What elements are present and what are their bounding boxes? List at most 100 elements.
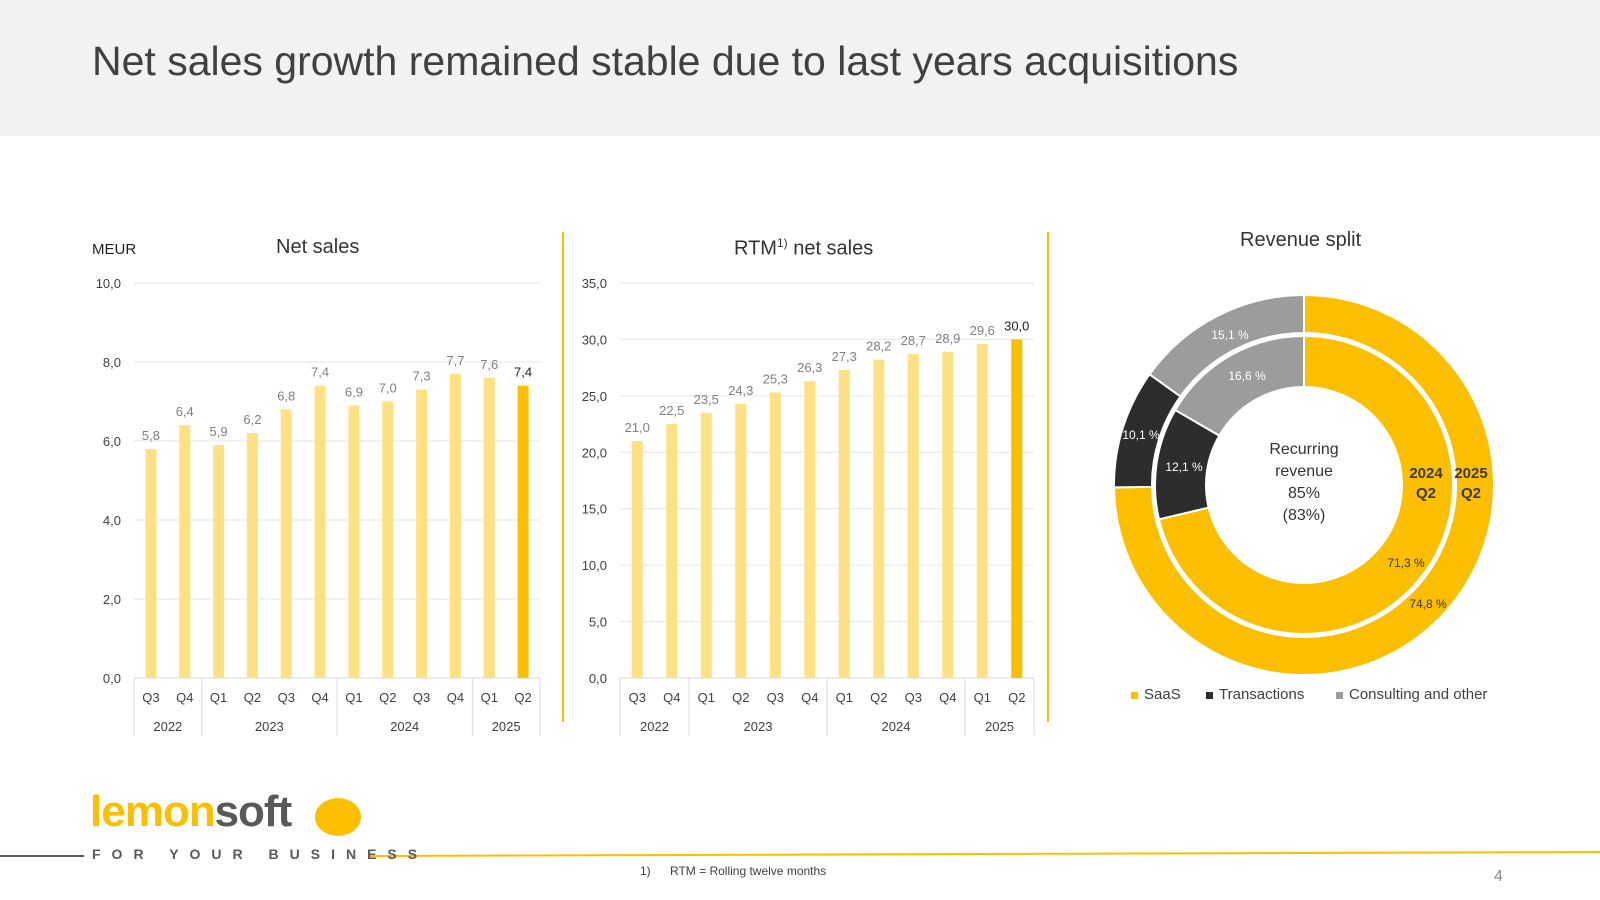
net-sales-bar (314, 385, 326, 678)
outer-ring-label: 10,1 % (1122, 428, 1160, 442)
ring-label-outer: 2025 Q2 (1451, 464, 1491, 504)
net-sales-data-label: 6,2 (243, 412, 261, 427)
rtm-x-tick: Q4 (801, 690, 818, 705)
rtm-y-tick: 30,0 (582, 332, 607, 347)
rtm-x-tick: Q1 (974, 690, 991, 705)
net-sales-data-label: 7,4 (514, 365, 532, 380)
inner-ring-label: 71,3 % (1387, 556, 1425, 570)
rtm-x-tick: Q1 (698, 690, 715, 705)
legend-consulting-label: Consulting and other (1349, 686, 1488, 703)
inner-ring-label: 12,1 % (1165, 460, 1203, 474)
center-line-1: Recurring (1269, 441, 1339, 458)
net-sales-y-tick: 8,0 (103, 355, 121, 370)
footnote: 1) RTM = Rolling twelve months (640, 864, 826, 878)
rtm-y-tick: 15,0 (582, 502, 607, 517)
rtm-x-tick: Q4 (939, 690, 956, 705)
net-sales-bar (483, 377, 495, 678)
net-sales-x-tick: Q2 (244, 690, 261, 705)
rtm-bar (907, 354, 919, 678)
ring-label-inner-year: 2024 (1409, 465, 1443, 482)
rtm-data-label: 30,0 (1004, 318, 1029, 333)
net-sales-x-tick: Q4 (311, 690, 328, 705)
rtm-x-tick: Q2 (732, 690, 749, 705)
net-sales-bar (517, 385, 529, 678)
net-sales-y-tick: 10,0 (96, 276, 121, 291)
rtm-y-tick: 25,0 (582, 389, 607, 404)
net-sales-year-label: 2023 (255, 719, 284, 734)
rtm-bar (804, 381, 816, 678)
legend-transactions: Transactions (1206, 686, 1304, 703)
net-sales-year-label: 2022 (153, 719, 182, 734)
legend-saas-swatch (1131, 691, 1138, 699)
logo-lemon-shape (315, 798, 361, 836)
rtm-bar (838, 369, 850, 678)
ring-label-inner: 2024 Q2 (1406, 464, 1446, 504)
net-sales-data-label: 7,4 (311, 365, 329, 380)
rtm-x-tick: Q2 (1008, 690, 1025, 705)
rtm-bar (735, 403, 747, 678)
outer-ring-slice (1148, 293, 1305, 398)
net-sales-data-label: 7,7 (446, 353, 464, 368)
rtm-year-label: 2025 (985, 719, 1014, 734)
rtm-bar (873, 359, 885, 678)
center-line-2: revenue (1275, 463, 1333, 480)
inner-ring-label: 16,6 % (1228, 369, 1266, 383)
net-sales-data-label: 5,9 (210, 424, 228, 439)
logo-tagline: FOR YOUR BUSINESS (92, 846, 429, 862)
center-line-4: (83%) (1282, 507, 1326, 524)
net-sales-bar (449, 373, 461, 678)
rtm-data-label: 24,3 (728, 383, 753, 398)
rtm-data-label: 29,6 (970, 323, 995, 338)
net-sales-bar (382, 401, 394, 678)
rtm-data-label: 28,2 (866, 339, 891, 354)
net-sales-bar (348, 405, 360, 678)
net-sales-x-tick: Q1 (481, 690, 498, 705)
rtm-y-tick: 20,0 (582, 445, 607, 460)
net-sales-x-tick: Q2 (379, 690, 396, 705)
rtm-bar (1011, 339, 1023, 678)
outer-ring-slice (1113, 293, 1496, 676)
rtm-y-tick: 0,0 (589, 671, 607, 686)
rtm-x-tick: Q3 (767, 690, 784, 705)
inner-ring-slice (1157, 334, 1454, 635)
net-sales-data-label: 7,0 (379, 381, 397, 396)
net-sales-x-tick: Q2 (514, 690, 531, 705)
unit-label: MEUR (92, 241, 137, 258)
legend-transactions-label: Transactions (1219, 686, 1305, 703)
ring-label-inner-quarter: Q2 (1415, 485, 1436, 502)
net-sales-year-label: 2025 (492, 719, 521, 734)
rtm-y-tick: 5,0 (589, 615, 607, 630)
legend-saas-label: SaaS (1144, 686, 1181, 703)
net-sales-data-label: 6,8 (277, 388, 295, 403)
net-sales-x-tick: Q3 (413, 690, 430, 705)
revenue-split-title: Revenue split (1240, 229, 1362, 251)
footnote-text: RTM = Rolling twelve months (670, 864, 827, 878)
inner-ring-slice (1173, 334, 1305, 438)
net-sales-data-label: 6,4 (176, 404, 194, 419)
rtm-bar (631, 441, 643, 678)
rtm-data-label: 28,9 (935, 331, 960, 346)
net-sales-data-label: 7,6 (480, 357, 498, 372)
rtm-data-label: 28,7 (901, 333, 926, 348)
lemonsoft-logo: lemonsoft (90, 787, 292, 836)
legend-saas: SaaS (1131, 686, 1181, 703)
rtm-year-label: 2023 (744, 719, 773, 734)
rtm-x-tick: Q3 (905, 690, 922, 705)
net-sales-x-tick: Q1 (345, 690, 362, 705)
net-sales-bar (280, 409, 292, 678)
net-sales-x-tick: Q3 (142, 690, 159, 705)
logo-text-lemon: lemon (90, 787, 216, 836)
rtm-bar (942, 351, 954, 678)
net-sales-y-tick: 6,0 (103, 434, 121, 449)
page-title: Net sales growth remained stable due to … (92, 38, 1239, 84)
net-sales-y-tick: 2,0 (103, 592, 121, 607)
outer-ring-label: 15,1 % (1211, 328, 1249, 342)
rtm-bar (666, 424, 678, 678)
page-number: 4 (1494, 868, 1503, 885)
rtm-y-tick: 10,0 (582, 558, 607, 573)
net-sales-bar (179, 425, 191, 678)
rtm-x-tick: Q2 (870, 690, 887, 705)
rtm-title-sup: 1) (776, 236, 788, 250)
outer-ring-label: 74,8 % (1409, 597, 1447, 611)
net-sales-bar (246, 433, 258, 678)
